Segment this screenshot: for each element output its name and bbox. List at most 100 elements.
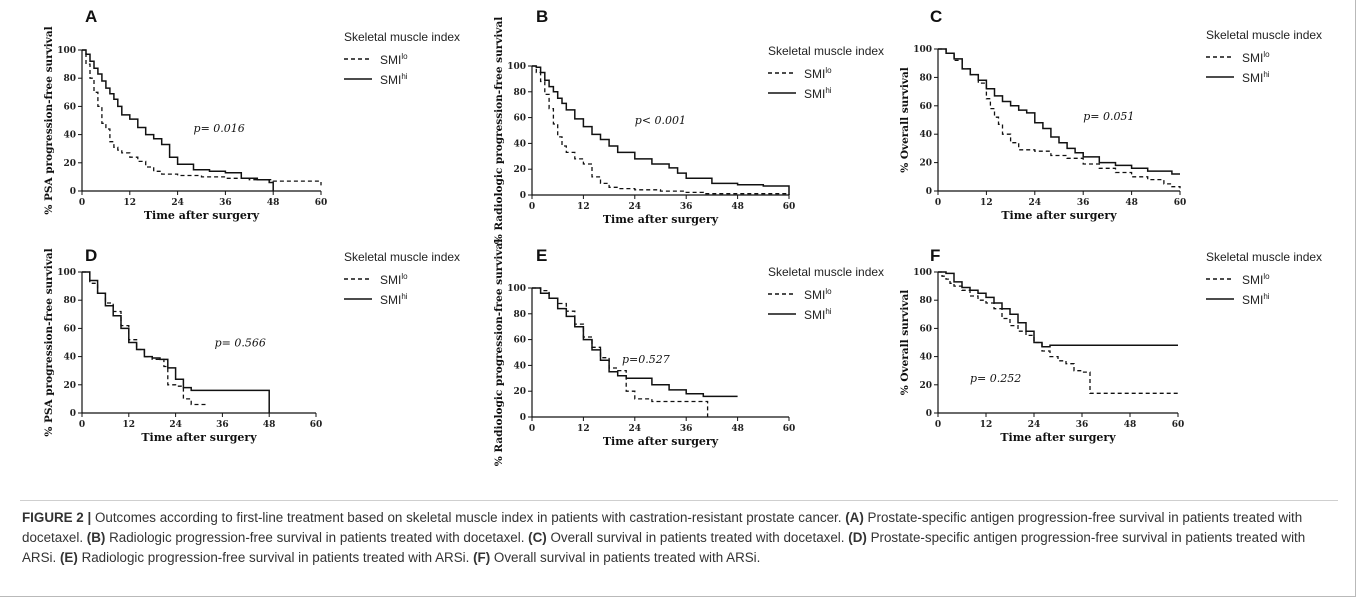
caption-tag-c: (C) bbox=[528, 530, 547, 545]
y-tick-label: 20 bbox=[63, 159, 76, 169]
x-tick-label: 36 bbox=[1077, 198, 1090, 208]
legend-label-smi-lo: SMIlo bbox=[804, 66, 832, 81]
y-tick-label: 60 bbox=[919, 324, 932, 334]
y-tick-label: 40 bbox=[63, 131, 76, 141]
legend-b: Skeletal muscle index SMIlo SMIhi bbox=[768, 44, 885, 101]
p-value-annotation: p= 0.566 bbox=[215, 337, 266, 350]
x-axis-label: Time after surgery bbox=[1000, 431, 1116, 444]
x-tick-label: 48 bbox=[1125, 198, 1138, 208]
legend-c: Skeletal muscle index SMIlo SMIhi bbox=[1206, 28, 1323, 85]
series-line-smi-lo bbox=[82, 49, 322, 186]
panel-letter-c: C bbox=[930, 7, 942, 26]
x-tick-label: 12 bbox=[124, 198, 137, 208]
y-axis-label: % PSA progression-free survival bbox=[43, 248, 55, 436]
legend-label-smi-hi: SMIhi bbox=[1242, 70, 1270, 85]
panel-c: C 0 12 24 36 48 60 0 20 40 60 80 100 Time after surge… bbox=[890, 0, 1210, 230]
x-tick-label: 0 bbox=[79, 420, 85, 430]
y-axis-label: % PSA progression-free survival bbox=[43, 26, 55, 214]
x-axis-label: Time after surgery bbox=[144, 209, 260, 222]
x-tick-label: 36 bbox=[216, 420, 229, 430]
legend-title: Skeletal muscle index bbox=[768, 265, 885, 279]
legend-title: Skeletal muscle index bbox=[768, 44, 885, 58]
x-tick-label: 60 bbox=[1174, 198, 1187, 208]
y-axis-label: % Overall survival bbox=[899, 67, 911, 173]
legend-label-smi-hi: SMIhi bbox=[380, 292, 408, 307]
y-tick-label: 80 bbox=[919, 296, 932, 306]
x-tick-label: 24 bbox=[629, 202, 642, 212]
x-tick-label: 48 bbox=[267, 198, 280, 208]
caption-intro: Outcomes according to first-line treatme… bbox=[94, 510, 842, 525]
x-tick-label: 24 bbox=[1028, 420, 1041, 430]
legend-title: Skeletal muscle index bbox=[1206, 28, 1323, 42]
x-axis-label: Time after surgery bbox=[141, 431, 257, 444]
panel-letter-f: F bbox=[930, 246, 940, 265]
series-line-smi-hi bbox=[938, 271, 1178, 348]
x-tick-label: 60 bbox=[1172, 420, 1185, 430]
y-axis-label: % Radiologic progression-free survival bbox=[493, 17, 505, 244]
caption-text-e: Radiologic progression-free survival in … bbox=[81, 550, 470, 565]
y-tick-label: 80 bbox=[919, 73, 932, 83]
legend-label-smi-hi: SMIhi bbox=[1242, 292, 1270, 307]
panel-f: F 0 12 24 36 48 60 0 20 40 60 80 100 Time after surge… bbox=[890, 245, 1210, 475]
legend-a: Skeletal muscle index SMIlo SMIhi bbox=[344, 30, 461, 87]
y-tick-label: 20 bbox=[513, 165, 526, 175]
legend-title: Skeletal muscle index bbox=[344, 250, 461, 264]
legend-f: Skeletal muscle index SMIlo SMIhi bbox=[1206, 250, 1322, 307]
panel-letter-a: A bbox=[85, 7, 97, 26]
series-line-smi-lo bbox=[938, 271, 1178, 394]
panel-e: E 0 12 24 36 48 60 0 20 40 60 80 100 Time after surge… bbox=[452, 239, 795, 475]
y-axis-label: % Overall survival bbox=[899, 290, 911, 396]
caption-text-c: Overall survival in patients treated wit… bbox=[550, 530, 845, 545]
x-tick-label: 12 bbox=[577, 424, 590, 434]
y-tick-label: 100 bbox=[507, 62, 526, 72]
y-tick-label: 0 bbox=[926, 409, 932, 419]
y-tick-label: 60 bbox=[513, 114, 526, 124]
x-tick-label: 36 bbox=[219, 198, 232, 208]
y-tick-label: 100 bbox=[57, 46, 76, 56]
caption-tag-b: (B) bbox=[86, 530, 106, 545]
caption-divider bbox=[20, 500, 1338, 501]
legend-title: Skeletal muscle index bbox=[344, 30, 461, 44]
x-tick-label: 36 bbox=[680, 424, 693, 434]
series-line-smi-hi bbox=[532, 287, 738, 398]
y-tick-label: 40 bbox=[919, 130, 932, 140]
y-tick-label: 80 bbox=[63, 296, 76, 306]
y-tick-label: 20 bbox=[919, 159, 932, 169]
caption-text-a: Prostate-specific antigen progression-fr… bbox=[22, 510, 1303, 545]
y-tick-label: 40 bbox=[513, 139, 526, 149]
x-tick-label: 48 bbox=[731, 202, 744, 212]
y-tick-label: 100 bbox=[913, 45, 932, 55]
x-tick-label: 24 bbox=[171, 198, 184, 208]
x-tick-label: 60 bbox=[315, 198, 328, 208]
x-axis-label: Time after surgery bbox=[603, 213, 719, 226]
y-tick-label: 0 bbox=[926, 187, 932, 197]
x-tick-label: 24 bbox=[1029, 198, 1042, 208]
y-tick-label: 20 bbox=[919, 381, 932, 391]
chart-e: E 0 12 24 36 48 60 0 20 40 60 80 100 Time after surge… bbox=[493, 239, 795, 466]
legend-label-smi-lo: SMIlo bbox=[804, 287, 832, 302]
panel-b: B 0 12 24 36 48 60 0 20 40 60 80 100 Time after surge… bbox=[452, 0, 795, 244]
chart-f: F 0 12 24 36 48 60 0 20 40 60 80 100 Time after surge… bbox=[899, 246, 1185, 444]
legend-label-smi-lo: SMIlo bbox=[1242, 272, 1270, 287]
x-tick-label: 0 bbox=[935, 420, 941, 430]
series-line-smi-lo bbox=[938, 48, 1181, 189]
y-tick-label: 40 bbox=[513, 361, 526, 371]
caption-text-b: Radiologic progression-free survival in … bbox=[109, 530, 525, 545]
y-tick-label: 100 bbox=[507, 284, 526, 294]
chart-a: A 0 12 24 36 48 60 0 20 40 60 80 100 Time after surge… bbox=[43, 7, 327, 222]
chart-c: C 0 12 24 36 48 60 0 20 40 60 80 100 Time after surge… bbox=[899, 7, 1187, 222]
y-tick-label: 0 bbox=[520, 191, 526, 201]
caption-text-d: Prostate-specific antigen progression-fr… bbox=[22, 530, 1306, 565]
y-tick-label: 80 bbox=[63, 74, 76, 84]
y-tick-label: 80 bbox=[513, 88, 526, 98]
x-tick-label: 48 bbox=[731, 424, 744, 434]
x-tick-label: 0 bbox=[529, 202, 535, 212]
panel-letter-d: D bbox=[85, 246, 97, 265]
legend-label-smi-lo: SMIlo bbox=[380, 272, 408, 287]
legend-label-smi-hi: SMIhi bbox=[380, 72, 408, 87]
series-line-smi-hi bbox=[82, 271, 270, 413]
y-tick-label: 60 bbox=[63, 102, 76, 112]
x-tick-label: 12 bbox=[980, 420, 993, 430]
legend-label-smi-hi: SMIhi bbox=[804, 307, 832, 322]
y-tick-label: 20 bbox=[513, 387, 526, 397]
